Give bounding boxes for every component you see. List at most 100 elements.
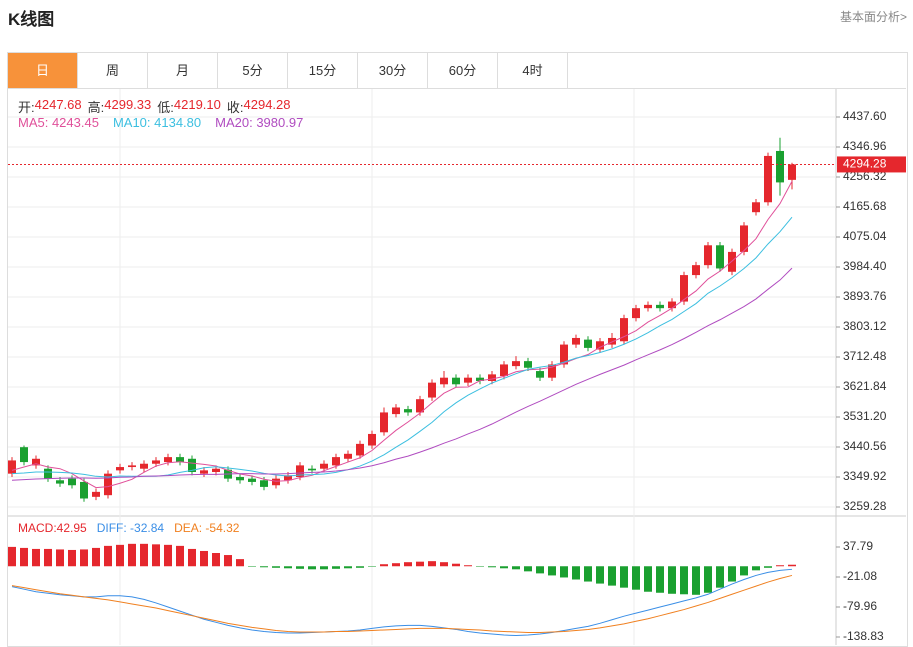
candle-body xyxy=(452,377,460,385)
ma-line xyxy=(11,267,793,481)
candle-body xyxy=(596,341,604,350)
macd-bar xyxy=(584,566,592,582)
macd-bar xyxy=(368,566,376,567)
y-tick-label: -21.08 xyxy=(843,569,877,583)
candle-body xyxy=(404,409,412,413)
page-title: K线图 xyxy=(8,10,55,29)
candle-body xyxy=(764,155,772,203)
period-tab[interactable]: 30分 xyxy=(358,53,428,88)
macd-bar xyxy=(776,565,784,567)
tab-divider xyxy=(8,88,906,89)
candle-body xyxy=(308,468,316,471)
macd-bar xyxy=(620,566,628,588)
macd-bar xyxy=(116,544,124,567)
candle-body xyxy=(344,453,352,459)
period-tab[interactable]: 月 xyxy=(148,53,218,88)
candle-body xyxy=(212,468,220,473)
macd-bar xyxy=(452,563,460,567)
macd-bar xyxy=(260,566,268,568)
macd-bar xyxy=(56,549,64,567)
macd-bar xyxy=(560,566,568,578)
macd-bar xyxy=(704,566,712,593)
ma-line xyxy=(11,216,793,478)
macd-bar xyxy=(212,553,220,567)
macd-line xyxy=(11,574,793,633)
candle-body xyxy=(8,460,16,474)
candle-body xyxy=(392,407,400,415)
y-tick-label: -79.96 xyxy=(843,599,877,613)
y-tick-label: 4075.04 xyxy=(843,229,887,243)
macd-bar xyxy=(728,566,736,582)
ma-legend: MA5: 4243.45 MA10: 4134.80 MA20: 3980.97 xyxy=(18,115,303,130)
macd-bar xyxy=(464,565,472,567)
candle-body xyxy=(752,202,760,213)
candle-body xyxy=(92,491,100,497)
period-tab[interactable]: 日 xyxy=(8,53,78,88)
macd-bar xyxy=(320,566,328,570)
macd-bar xyxy=(440,562,448,567)
macd-bar xyxy=(296,566,304,569)
candle-body xyxy=(608,337,616,345)
candle-body xyxy=(56,480,64,484)
period-tab[interactable]: 4时 xyxy=(498,53,568,88)
macd-bar xyxy=(572,566,580,580)
candle-body xyxy=(668,301,676,309)
ohlc-label: 收: xyxy=(226,100,244,115)
macd-bar xyxy=(92,547,100,567)
macd-bar xyxy=(680,566,688,595)
macd-bar xyxy=(740,566,748,576)
y-tick-label: 3259.28 xyxy=(843,499,887,513)
last-price-tag xyxy=(837,156,906,173)
period-tab[interactable]: 15分 xyxy=(288,53,358,88)
macd-bar xyxy=(392,563,400,567)
candle-body xyxy=(20,447,28,463)
macd-bar xyxy=(632,566,640,590)
candle-body xyxy=(236,476,244,481)
candle-body xyxy=(140,463,148,469)
period-tab[interactable]: 周 xyxy=(78,53,148,88)
candle-body xyxy=(524,361,532,368)
candle-body xyxy=(104,473,112,496)
candle-body xyxy=(128,465,136,468)
fundamentals-link[interactable]: 基本面分析> xyxy=(839,10,907,24)
candle-body xyxy=(656,304,664,309)
macd-bar xyxy=(428,561,436,567)
macd-bar xyxy=(380,564,388,567)
candle-body xyxy=(116,467,124,471)
ohlc-value: 4294.28 xyxy=(243,97,291,112)
candle-body xyxy=(272,478,280,486)
macd-bar xyxy=(536,566,544,574)
macd-bar xyxy=(140,543,148,567)
macd-legend: MACD:42.95 DIFF: -32.84 DEA: -54.32 xyxy=(18,521,239,535)
legend-entry: DIFF: -32.84 xyxy=(96,521,165,535)
candle-body xyxy=(488,374,496,381)
y-tick-label: 4346.96 xyxy=(843,139,887,153)
macd-bar xyxy=(512,566,520,570)
candle-body xyxy=(356,443,364,456)
y-tick-label: 3712.48 xyxy=(843,349,887,363)
candle-body xyxy=(476,377,484,381)
candle-body xyxy=(296,465,304,477)
candle-body xyxy=(200,470,208,474)
y-tick-label: 4165.68 xyxy=(843,199,887,213)
candle-body xyxy=(32,458,40,466)
period-tab[interactable]: 60分 xyxy=(428,53,498,88)
macd-bar xyxy=(200,550,208,567)
candle-body xyxy=(704,245,712,266)
candle-body xyxy=(788,164,796,180)
candle-body xyxy=(644,304,652,309)
macd-bar xyxy=(416,561,424,567)
legend-entry: MA20: 3980.97 xyxy=(215,115,304,130)
macd-bar xyxy=(188,548,196,567)
candle-body xyxy=(500,364,508,377)
y-tick-label: 3893.76 xyxy=(843,289,887,303)
period-tab[interactable]: 5分 xyxy=(218,53,288,88)
candle-body xyxy=(584,339,592,348)
candle-body xyxy=(536,371,544,378)
period-tabs: 日周月 5分 15分 30分 60分 4时 xyxy=(8,53,568,88)
macd-bar xyxy=(344,566,352,569)
candle-body xyxy=(284,475,292,481)
candle-body xyxy=(68,478,76,486)
legend-entry: MACD:42.95 xyxy=(18,521,87,535)
